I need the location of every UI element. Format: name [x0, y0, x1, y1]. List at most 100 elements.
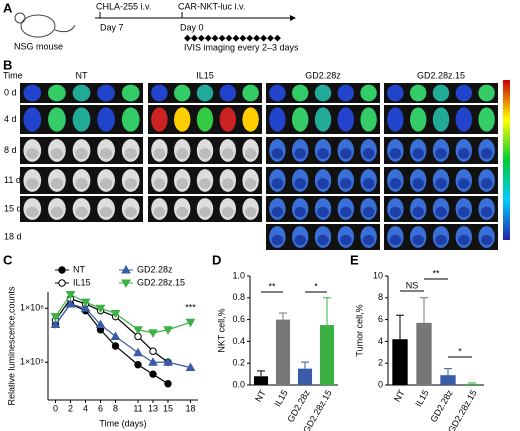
mouse-signal — [294, 148, 306, 159]
mouse-image — [291, 107, 309, 132]
panel-label: A — [3, 0, 13, 15]
mouse-signal — [176, 206, 188, 218]
mouse-image — [121, 84, 140, 102]
x-tick-label: 4 — [83, 403, 88, 413]
marker — [149, 347, 157, 355]
mouse-signal — [222, 148, 234, 159]
mouse-signal — [317, 178, 329, 189]
marker — [148, 357, 158, 366]
panel-label: C — [3, 252, 13, 267]
row-label: 15 d — [4, 203, 22, 213]
x-axis-label: Time (days) — [99, 418, 146, 428]
mouse-signal — [99, 206, 113, 218]
mouse-signal — [124, 148, 137, 159]
error-bar — [396, 314, 404, 340]
marker — [148, 329, 158, 338]
mouse-signal — [50, 206, 64, 218]
marker — [163, 357, 173, 366]
annotation: ** — [432, 268, 440, 278]
legend-label: GD2.28z — [137, 264, 173, 274]
mouse-signal — [271, 206, 284, 218]
mouse-signal — [435, 234, 447, 246]
mouse-signal — [176, 148, 188, 159]
mouse-image — [151, 107, 168, 132]
mouse-signal — [362, 234, 375, 246]
mouse-image — [269, 107, 286, 132]
mouse-signal — [124, 178, 137, 189]
mouse-image — [196, 107, 214, 132]
mouse-signal — [340, 178, 352, 189]
mouse-signal — [340, 206, 352, 218]
mouse-image — [455, 84, 473, 102]
marker — [58, 279, 66, 287]
marker — [110, 309, 121, 319]
mouse-image — [337, 107, 355, 132]
error-bar — [444, 368, 452, 376]
error-bar — [468, 382, 476, 384]
time-label: Time — [3, 70, 23, 80]
panel-label: E — [350, 252, 359, 267]
mouse-signal — [176, 178, 188, 189]
marker — [111, 342, 120, 350]
mouse-signal — [75, 178, 88, 189]
y-axis-label: Tumor cell,% — [354, 304, 364, 356]
mouse-image — [219, 107, 237, 132]
mouse-signal — [480, 234, 493, 246]
mouse-signal — [199, 148, 211, 159]
mouse-signal — [153, 178, 166, 189]
y-tick-label: 0 — [378, 379, 383, 389]
x-tick-label: GD2.28z — [428, 388, 455, 424]
mouse-signal — [340, 148, 352, 159]
marker — [164, 380, 172, 388]
row-label: 18 d — [4, 231, 22, 241]
mouse-signal — [50, 178, 64, 189]
mouse-image — [72, 84, 91, 102]
mouse-image — [173, 107, 191, 132]
mouse-image — [48, 84, 66, 102]
mouse-signal — [222, 178, 234, 189]
marker — [58, 266, 66, 274]
color-bar — [503, 80, 510, 240]
y-axis-label: NKT cell,% — [216, 308, 226, 352]
marker — [134, 361, 142, 369]
mouse-signal — [75, 148, 88, 159]
mouse-signal — [294, 206, 306, 218]
mouse-signal — [222, 206, 234, 218]
group-header: NT — [76, 70, 88, 80]
legend-label: GD2.28z.15 — [137, 277, 185, 287]
mouse-signal — [271, 234, 284, 246]
bar — [416, 322, 432, 385]
bar — [275, 319, 291, 385]
mouse-image — [23, 84, 42, 102]
marker — [163, 326, 173, 335]
mouse-signal — [99, 178, 113, 189]
mouse-label: NSG mouse — [14, 41, 63, 51]
mouse-image — [242, 107, 259, 132]
x-tick-label: NT — [392, 388, 407, 404]
y-tick-label: 0.0 — [232, 379, 245, 389]
mouse-signal — [480, 178, 493, 189]
mouse-signal — [153, 206, 166, 218]
mouse-image — [314, 84, 332, 102]
error-bar — [323, 297, 331, 326]
mouse-signal — [244, 178, 257, 189]
event-label: CHLA-255 i.v. — [96, 1, 151, 11]
row-label: 11 d — [4, 175, 21, 185]
mouse-image — [291, 84, 309, 102]
annotation: * — [458, 346, 462, 356]
mouse-image — [48, 107, 66, 132]
mouse-signal — [458, 206, 470, 218]
mouse-signal — [458, 178, 470, 189]
mouse-image — [151, 84, 168, 102]
mouse-signal — [317, 234, 329, 246]
error-bar — [257, 370, 265, 377]
mouse-signal — [244, 206, 257, 218]
mouse-signal — [244, 148, 257, 159]
mouse-signal — [362, 178, 375, 189]
mouse-signal — [412, 148, 424, 159]
mouse-image — [173, 84, 191, 102]
mouse-signal — [271, 178, 284, 189]
y-tick-label: 8 — [378, 292, 383, 302]
marker — [65, 290, 76, 300]
